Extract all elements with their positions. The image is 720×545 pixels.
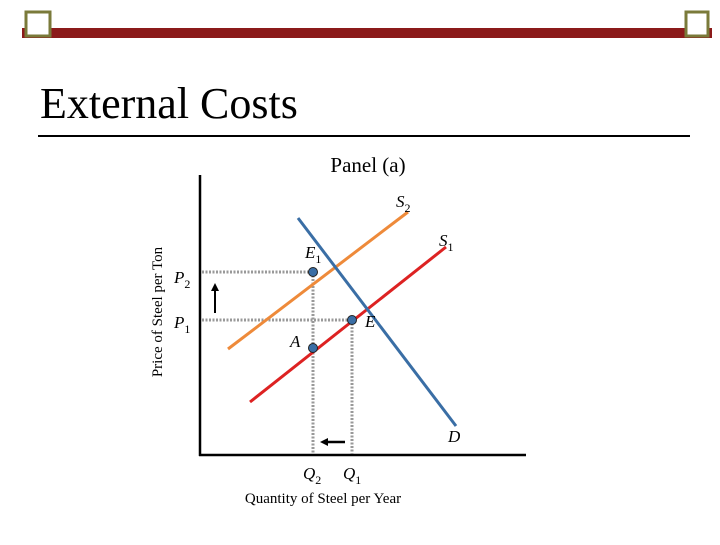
label-main: P — [173, 313, 184, 332]
curve-label: S1 — [439, 231, 454, 254]
top-bar — [22, 28, 712, 38]
demand-curve — [296, 217, 458, 427]
curve-label: S2 — [396, 192, 411, 215]
label-sub: 1 — [355, 473, 361, 487]
panel-title: Panel (a) — [330, 153, 405, 177]
point-label: E1 — [304, 243, 321, 266]
point-label: E — [364, 312, 376, 331]
bar-square — [24, 10, 52, 38]
point-e1 — [308, 267, 318, 277]
slide-title: External Costs — [40, 79, 298, 128]
label-main: S — [439, 231, 448, 250]
quantity-label: Q1 — [343, 464, 361, 487]
label-main: Q — [303, 464, 315, 483]
arrow-head — [211, 283, 219, 291]
supply-curve-s2 — [227, 210, 409, 351]
supply-curve-s1 — [249, 245, 447, 404]
price-label: P2 — [173, 268, 190, 291]
guides — [202, 270, 354, 454]
label-main: P — [173, 268, 184, 287]
label-sub: 2 — [405, 201, 411, 215]
x-axis-label: Quantity of Steel per Year — [245, 491, 401, 507]
label-sub: 1 — [315, 252, 321, 266]
point-a — [308, 343, 318, 353]
point-label: A — [289, 332, 301, 351]
y-axis-label: Price of Steel per Ton — [150, 246, 166, 377]
label-sub: 1 — [184, 322, 190, 336]
arrow-head — [320, 438, 328, 446]
label-main: Q — [343, 464, 355, 483]
bar-square — [684, 10, 710, 38]
label-sub: 2 — [315, 473, 321, 487]
label-main: E — [304, 243, 316, 262]
price-label: P1 — [173, 313, 190, 336]
point-e — [347, 315, 357, 325]
quantity-label: Q2 — [303, 464, 321, 487]
label-main: S — [396, 192, 405, 211]
curve-label: D — [447, 427, 461, 446]
label-sub: 2 — [184, 277, 190, 291]
label-sub: 1 — [448, 240, 454, 254]
